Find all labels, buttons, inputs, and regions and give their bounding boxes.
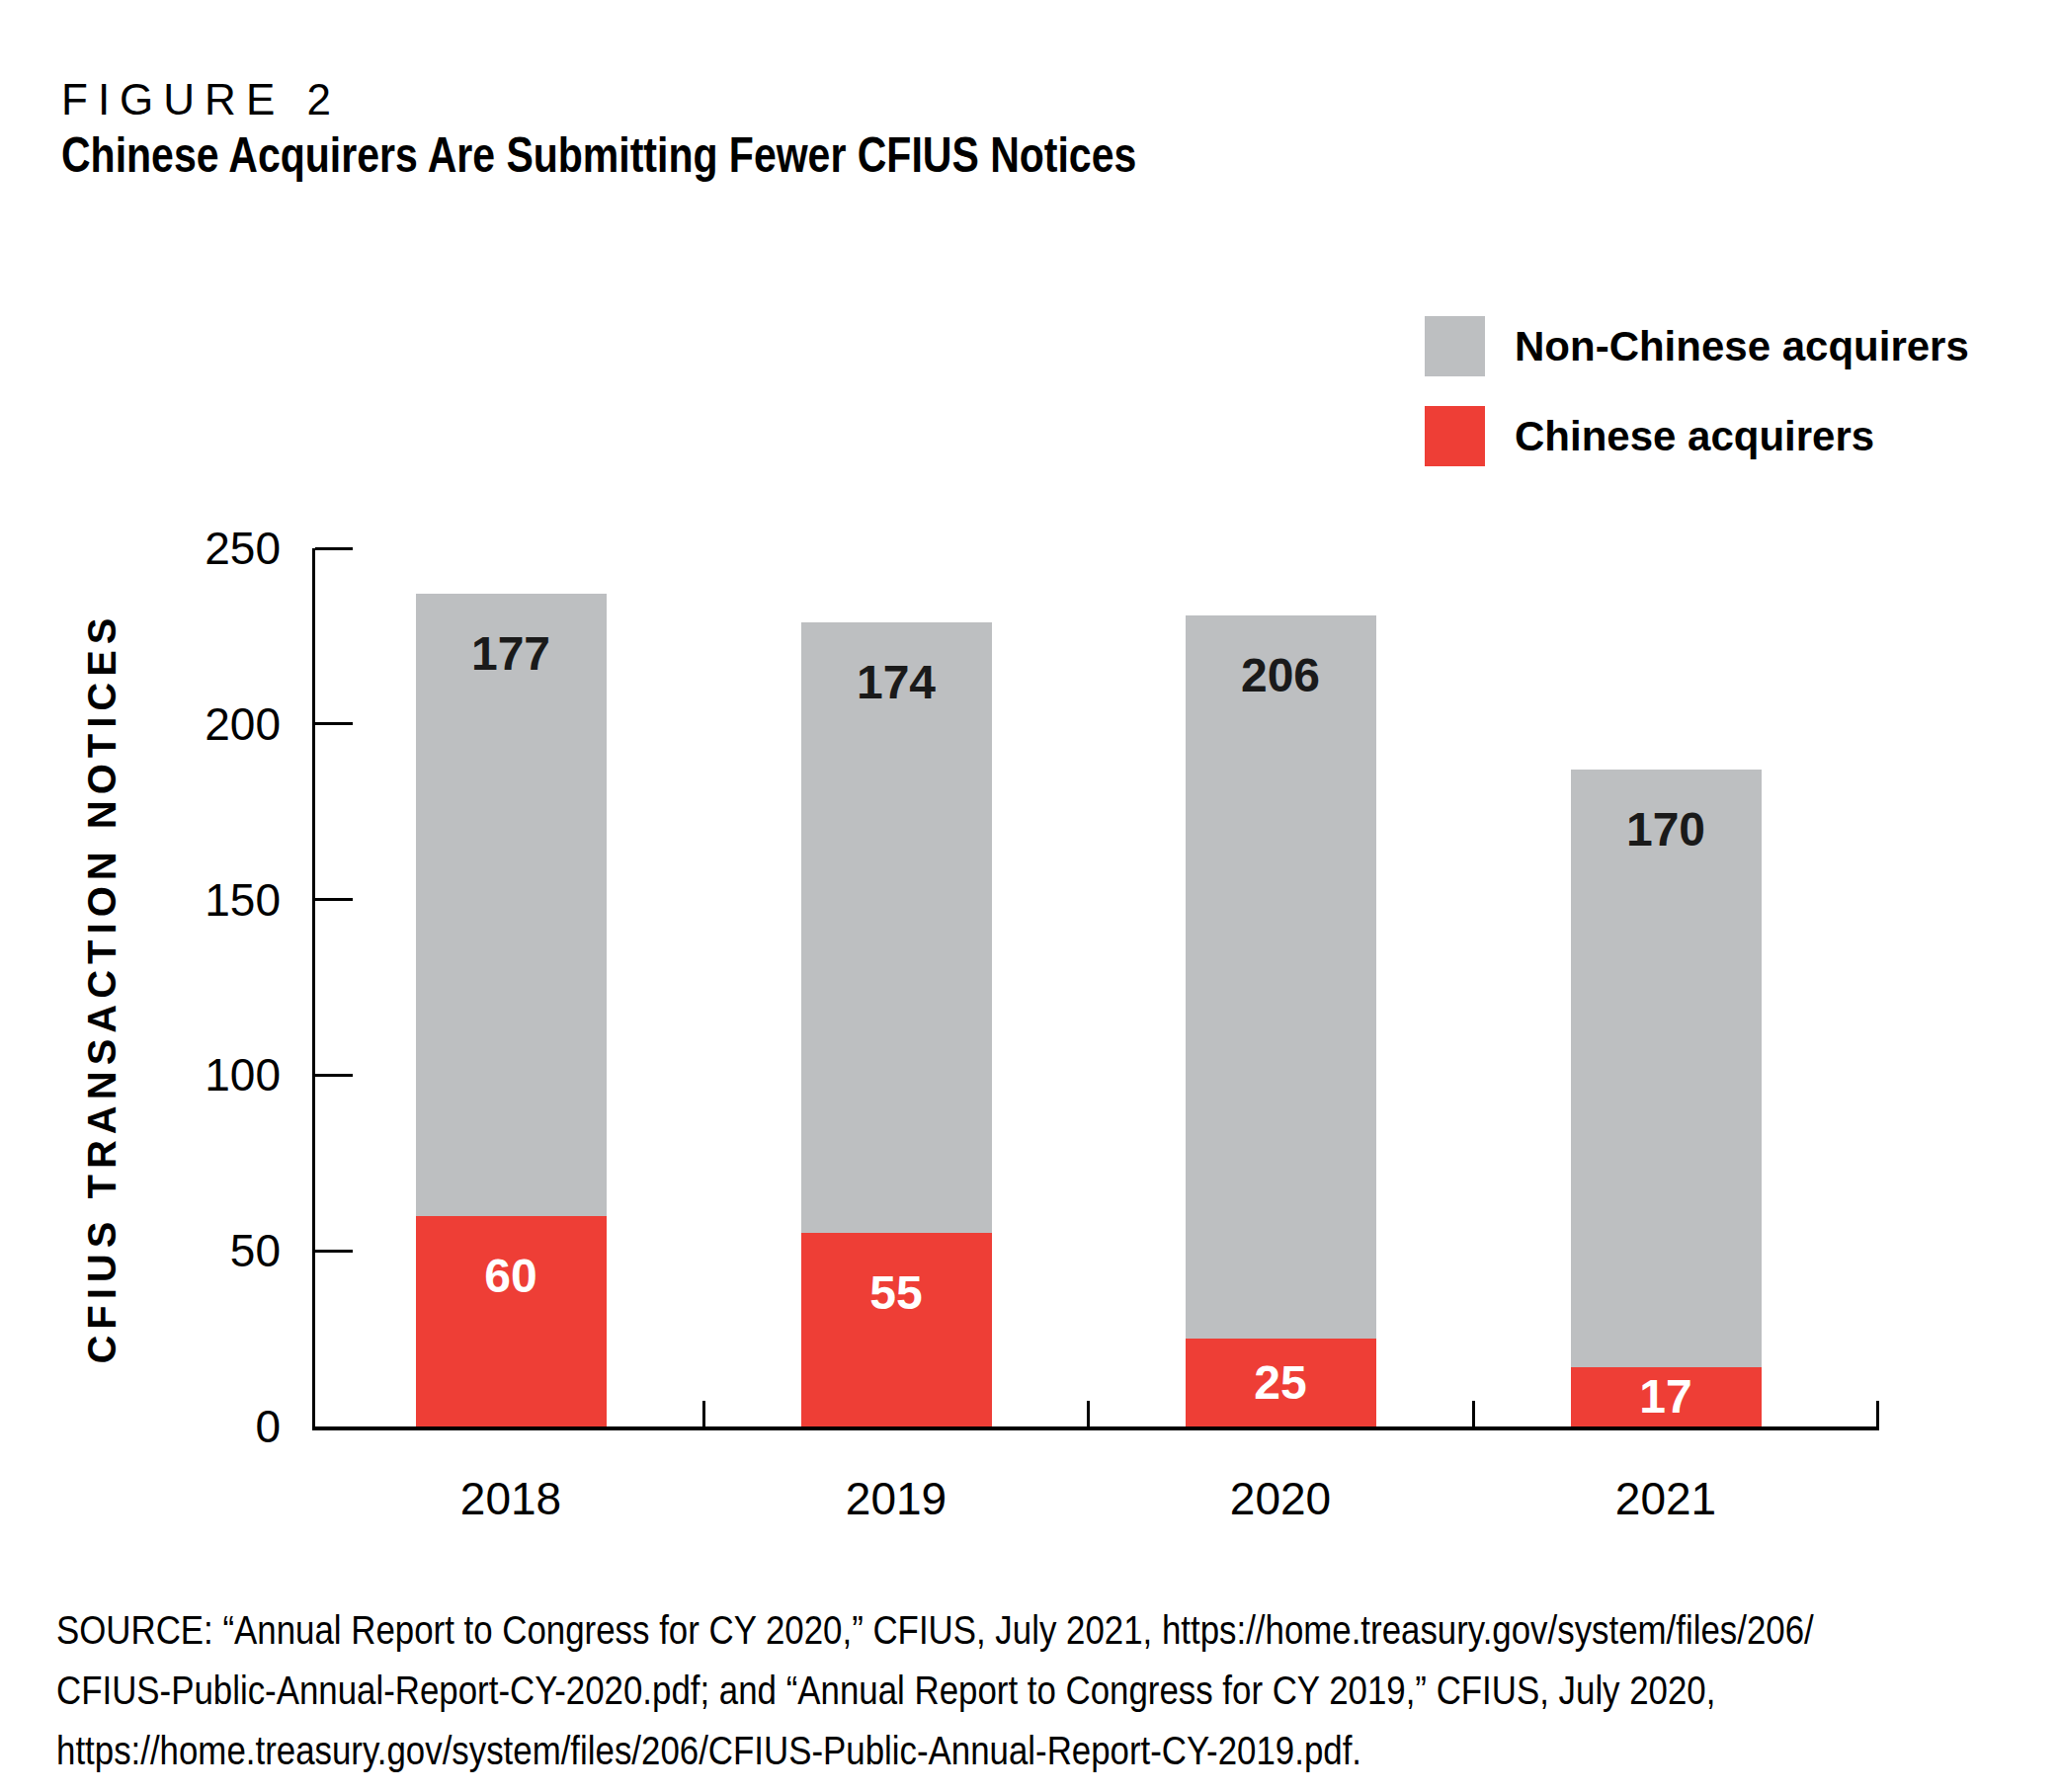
figure-title: Chinese Acquirers Are Submitting Fewer C… [61, 126, 1136, 184]
legend-swatch-non-chinese-icon [1425, 316, 1485, 376]
y-axis-line [312, 548, 315, 1426]
y-tick-label: 0 [118, 1400, 281, 1453]
x-tick [1087, 1401, 1090, 1426]
bar-value-chinese: 55 [801, 1268, 992, 1318]
y-tick-label: 100 [118, 1048, 281, 1101]
bar-segment-non-chinese [801, 622, 992, 1234]
y-tick-label: 250 [118, 522, 281, 575]
x-tick-label: 2019 [748, 1472, 1044, 1525]
y-tick-label: 50 [118, 1224, 281, 1277]
source-line: CFIUS-Public-Annual-Report-CY-2020.pdf; … [56, 1661, 1814, 1721]
bar-value-chinese: 25 [1186, 1358, 1376, 1408]
legend: Non-Chinese acquirers Chinese acquirers [1425, 316, 1969, 496]
bar-value-non-chinese: 206 [1186, 651, 1376, 700]
bar-value-non-chinese: 177 [416, 629, 607, 679]
figure-label: FIGURE 2 [61, 75, 341, 124]
legend-label-chinese: Chinese acquirers [1515, 413, 1874, 460]
bar-segment-chinese [416, 1216, 607, 1426]
bar-value-non-chinese: 170 [1571, 805, 1762, 855]
y-tick [315, 547, 353, 550]
y-tick-label: 200 [118, 697, 281, 751]
y-tick-label: 150 [118, 873, 281, 927]
x-tick [1472, 1401, 1475, 1426]
legend-item-non-chinese: Non-Chinese acquirers [1425, 316, 1969, 376]
source-line: https://home.treasury.gov/system/files/2… [56, 1721, 1814, 1781]
x-tick [1876, 1401, 1879, 1426]
x-tick-label: 2020 [1132, 1472, 1429, 1525]
y-tick [315, 1074, 353, 1077]
bar-segment-non-chinese [416, 594, 607, 1215]
x-tick [702, 1401, 705, 1426]
legend-swatch-chinese-icon [1425, 406, 1485, 466]
bar-segment-chinese [801, 1233, 992, 1426]
figure-page: FIGURE 2 Chinese Acquirers Are Submittin… [0, 0, 2059, 1792]
bar-value-chinese: 17 [1571, 1372, 1762, 1422]
legend-item-chinese: Chinese acquirers [1425, 406, 1969, 466]
x-axis-line [312, 1426, 1879, 1430]
bar-segment-non-chinese [1571, 770, 1762, 1367]
bar-value-non-chinese: 174 [801, 658, 992, 707]
source-note: SOURCE: “Annual Report to Congress for C… [56, 1600, 1814, 1781]
y-tick [315, 898, 353, 901]
bar-value-chinese: 60 [416, 1252, 607, 1301]
source-line: SOURCE: “Annual Report to Congress for C… [56, 1600, 1814, 1661]
bar-segment-non-chinese [1186, 615, 1376, 1340]
y-tick [315, 1250, 353, 1253]
x-tick-label: 2018 [363, 1472, 659, 1525]
legend-label-non-chinese: Non-Chinese acquirers [1515, 323, 1969, 370]
x-tick-label: 2021 [1518, 1472, 1814, 1525]
y-tick [315, 722, 353, 725]
